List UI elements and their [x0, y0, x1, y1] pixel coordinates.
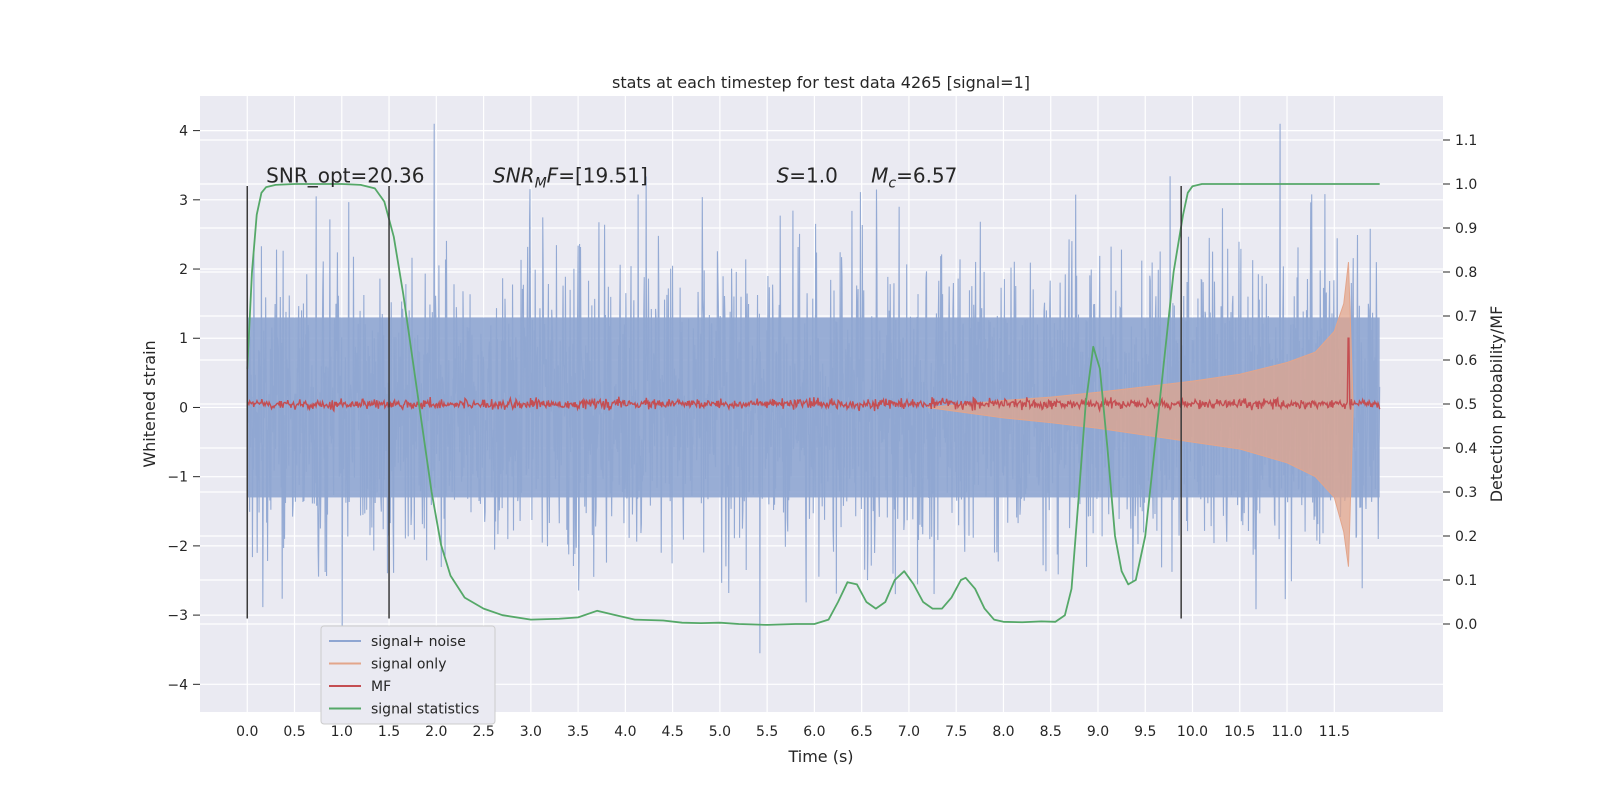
x-tick-label: 10.5	[1224, 724, 1255, 740]
annotation-part: =1.0	[789, 164, 838, 188]
left-y-tick-label: 0	[179, 400, 188, 416]
x-tick-label: 5.5	[756, 724, 778, 740]
right-y-tick-label: 1.0	[1455, 177, 1477, 193]
x-tick-label: 8.0	[992, 724, 1014, 740]
right-y-tick-label: 0.1	[1455, 573, 1477, 589]
x-tick-label: 4.5	[661, 724, 683, 740]
x-tick-label: 3.0	[520, 724, 542, 740]
left-y-tick-label: −3	[167, 608, 188, 624]
right-y-tick-label: 0.7	[1455, 309, 1477, 325]
right-y-tick-label: 0.5	[1455, 397, 1477, 413]
annotation-text: SNR_opt=20.36	[266, 164, 424, 188]
annotation-part: M	[535, 176, 547, 192]
left-y-tick-label: 2	[179, 262, 188, 278]
x-tick-label: 1.0	[331, 724, 353, 740]
right-y-tick-label: 0.0	[1455, 617, 1477, 633]
x-tick-label: 7.5	[945, 724, 967, 740]
legend: signal+ noise signal only MF signal statist…	[321, 626, 495, 724]
right-y-tick-label: 1.1	[1455, 133, 1477, 149]
x-tick-label: 6.0	[803, 724, 825, 740]
right-y-tick-label: 0.9	[1455, 221, 1477, 237]
x-tick-label: 7.0	[898, 724, 920, 740]
legend-label: signal only	[371, 657, 446, 673]
annotation-part: =6.57	[896, 164, 957, 188]
legend-label: MF	[371, 679, 391, 695]
right-y-tick-label: 0.4	[1455, 441, 1477, 457]
annotation-part: M	[871, 164, 888, 188]
x-tick-label: 9.0	[1087, 724, 1109, 740]
left-y-tick-label: −2	[167, 539, 188, 555]
left-y-tick-label: 4	[179, 124, 188, 140]
right-y-tick-label: 0.8	[1455, 265, 1477, 281]
right-y-tick-label: 0.2	[1455, 529, 1477, 545]
annotation-part: S	[777, 164, 790, 188]
legend-label: signal statistics	[371, 702, 479, 718]
right-y-tick-label: 0.3	[1455, 485, 1477, 501]
chart-title: stats at each timestep for test data 426…	[612, 73, 1030, 92]
annotation-text: SNRMF=[19.51]	[493, 164, 648, 192]
left-y-tick-label: −4	[167, 677, 188, 693]
annotation-part: F	[547, 164, 559, 188]
right-y-tick-label: 0.6	[1455, 353, 1477, 369]
annotation-text: Mc=6.57	[871, 164, 957, 192]
legend-label: signal+ noise	[371, 634, 466, 650]
annotation-part: SNR_opt=20.36	[266, 164, 424, 188]
right-y-axis-label: Detection probability/MF	[1487, 306, 1506, 503]
x-tick-label: 0.5	[283, 724, 305, 740]
x-tick-label: 4.0	[614, 724, 636, 740]
annotation-part: =[19.51]	[558, 164, 648, 188]
x-tick-label: 2.5	[472, 724, 494, 740]
x-tick-label: 6.5	[851, 724, 873, 740]
x-tick-label: 3.5	[567, 724, 589, 740]
annotation-text: S=1.0	[777, 164, 838, 188]
x-tick-label: 10.0	[1177, 724, 1208, 740]
x-tick-label: 9.5	[1134, 724, 1156, 740]
x-tick-label: 8.5	[1040, 724, 1062, 740]
annotation-part: SNR	[493, 164, 535, 188]
x-axis-label: Time (s)	[787, 747, 853, 766]
x-tick-label: 2.0	[425, 724, 447, 740]
left-y-tick-label: 3	[179, 193, 188, 209]
x-tick-label: 11.0	[1271, 724, 1302, 740]
x-tick-label: 5.0	[709, 724, 731, 740]
x-tick-label: 1.5	[378, 724, 400, 740]
left-y-tick-label: 1	[179, 331, 188, 347]
left-y-axis-label: Whitened strain	[140, 340, 159, 467]
left-y-tick-label: −1	[167, 470, 188, 486]
x-tick-label: 0.0	[236, 724, 258, 740]
x-tick-label: 11.5	[1319, 724, 1350, 740]
